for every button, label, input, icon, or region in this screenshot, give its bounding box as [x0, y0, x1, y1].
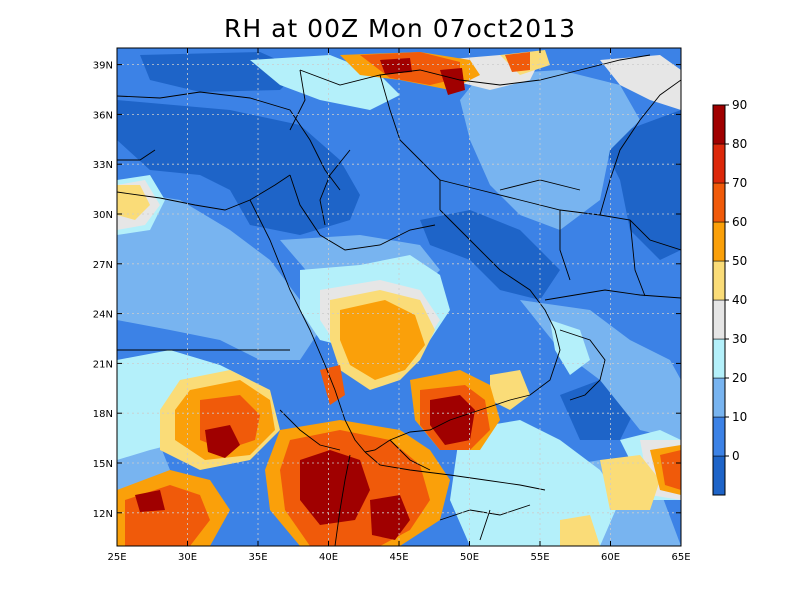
colorbar-swatch: [712, 143, 726, 184]
lon-tick-labels: 25E 30E 35E 40E 45E 50E 55E 60E 65E: [107, 552, 690, 563]
lat-tick-label: 33N: [93, 160, 113, 171]
lat-tick-label: 30N: [93, 210, 113, 221]
lat-tick-label: 39N: [93, 61, 113, 72]
colorbar: 0 10 20 30 40 50 60 70 80 90: [712, 98, 747, 496]
lon-tick-label: 50E: [460, 552, 479, 563]
lat-tick-label: 24N: [93, 310, 113, 321]
lat-tick-labels: 12N 15N 18N 21N 24N 27N 30N 33N 36N 39N: [93, 61, 113, 520]
lon-tick-label: 30E: [178, 552, 197, 563]
map-grid: [117, 48, 681, 546]
colorbar-label: 60: [732, 215, 747, 229]
colorbar-label: 10: [732, 410, 747, 424]
map-title: RH at 00Z Mon 07oct2013: [223, 14, 576, 43]
colorbar-label: 30: [732, 332, 747, 346]
lat-tick-label: 27N: [93, 260, 113, 271]
colorbar-label: 40: [732, 293, 747, 307]
colorbar-label: 20: [732, 371, 747, 385]
colorbar-swatch: [712, 182, 726, 223]
rh-field: [117, 48, 681, 546]
colorbar-swatch: [712, 416, 726, 457]
colorbar-label: 80: [732, 137, 747, 151]
lat-tick-label: 15N: [93, 459, 113, 470]
lat-tick-label: 21N: [93, 359, 113, 370]
lat-tick-label: 36N: [93, 110, 113, 121]
rh-region-lt10: [117, 52, 681, 440]
colorbar-label: 70: [732, 176, 747, 190]
lat-tick-label: 18N: [93, 409, 113, 420]
lon-tick-label: 55E: [530, 552, 549, 563]
colorbar-swatch: [712, 338, 726, 379]
colorbar-label: 0: [732, 449, 740, 463]
lon-tick-label: 40E: [319, 552, 338, 563]
colorbar-swatch: [712, 104, 726, 145]
coastlines-borders: [117, 54, 681, 546]
lon-tick-label: 45E: [389, 552, 408, 563]
lat-tick-label: 12N: [93, 509, 113, 520]
colorbar-swatch: [712, 377, 726, 418]
colorbar-label: 50: [732, 254, 747, 268]
colorbar-label: 90: [732, 98, 747, 112]
lon-tick-label: 35E: [248, 552, 267, 563]
axis-ticks: [116, 48, 682, 546]
colorbar-swatch: [712, 221, 726, 262]
rh-region-gt80: [135, 58, 475, 540]
colorbar-swatch: [712, 299, 726, 340]
colorbar-swatch: [712, 260, 726, 301]
colorbar-swatch: [712, 455, 726, 496]
lon-tick-label: 25E: [107, 552, 126, 563]
lon-tick-label: 60E: [601, 552, 620, 563]
lon-tick-label: 65E: [671, 552, 690, 563]
